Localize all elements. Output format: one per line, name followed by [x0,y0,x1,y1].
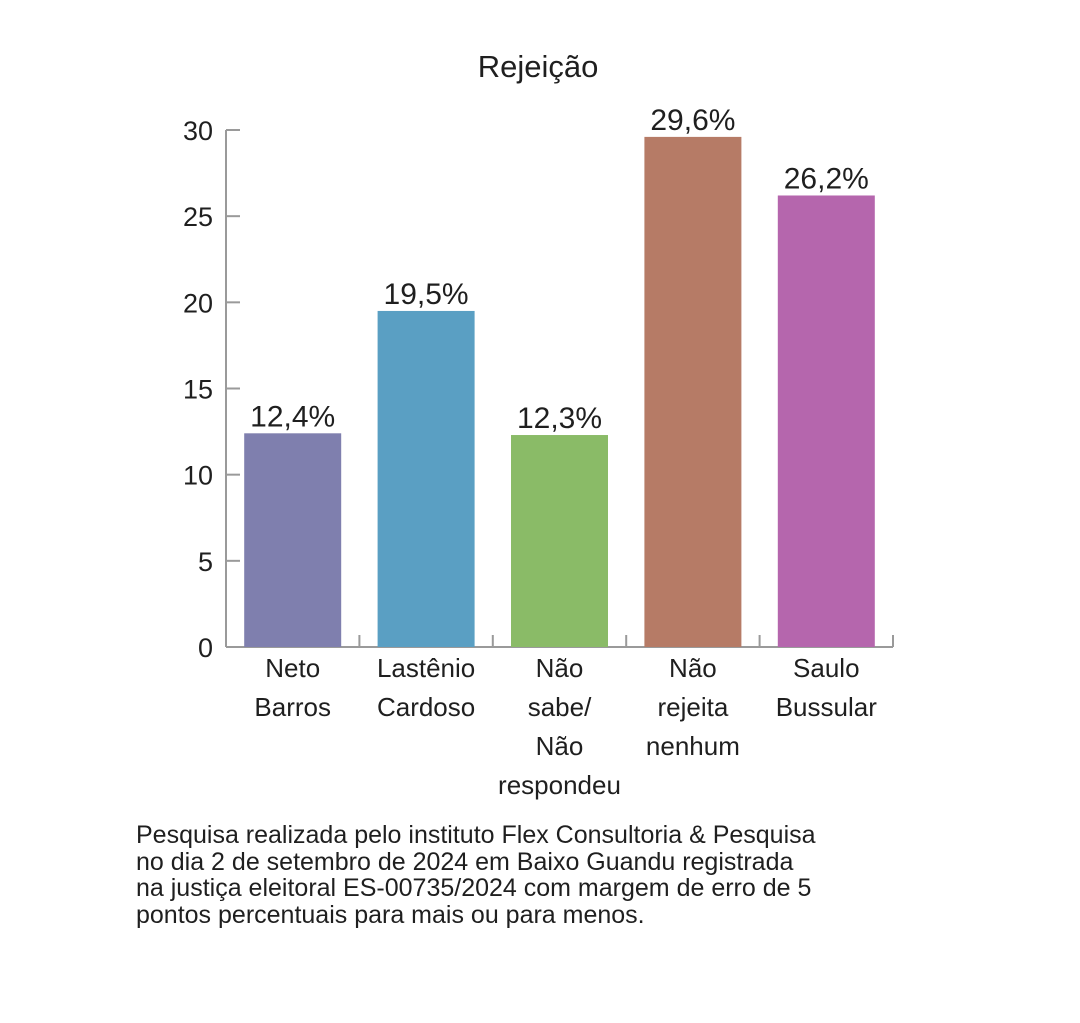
footnote-line: pontos percentuais para mais ou para men… [136,900,645,929]
y-tick-label: 30 [183,116,213,146]
x-tick-label: Não [536,653,584,683]
y-tick-label: 5 [198,547,213,577]
data-label: 12,3% [517,402,602,435]
y-tick-label: 10 [183,461,213,491]
chart-title: Rejeição [478,49,599,84]
footnote-line: Pesquisa realizada pelo instituto Flex C… [136,821,816,849]
x-tick-label: rejeita [657,692,728,722]
y-tick-label: 20 [183,288,213,318]
bar [377,310,475,647]
x-tick-label: Neto [265,653,320,683]
x-tick-label: Barros [254,692,331,722]
bar [244,433,342,647]
x-tick-label: Saulo [793,653,860,683]
footnote-line: no dia 2 de setembro de 2024 em Baixo Gu… [136,847,794,876]
survey-footnote: Pesquisa realizada pelo instituto Flex C… [136,822,956,928]
x-tick-label: Cardoso [377,692,475,722]
y-tick-label: 25 [183,202,213,232]
x-tick-label: Não [536,731,584,761]
x-tick-label: Bussular [776,692,877,722]
footnote-line: na justiça eleitoral ES-00735/2024 com m… [136,874,812,902]
data-label: 26,2% [784,162,869,195]
x-tick-label: Lastênio [377,653,475,683]
data-label: 19,5% [384,278,469,311]
x-tick-label: sabe/ [528,692,592,722]
data-label: 29,6% [650,104,735,137]
y-tick-label: 15 [183,375,213,405]
x-tick-label: Não [669,653,717,683]
bar [777,195,875,647]
x-tick-label: nenhum [646,731,740,761]
x-tick-label: respondeu [498,770,621,800]
bar [644,136,742,648]
bar [511,435,608,647]
y-tick-label: 0 [198,633,213,663]
data-label: 12,4% [250,400,335,433]
